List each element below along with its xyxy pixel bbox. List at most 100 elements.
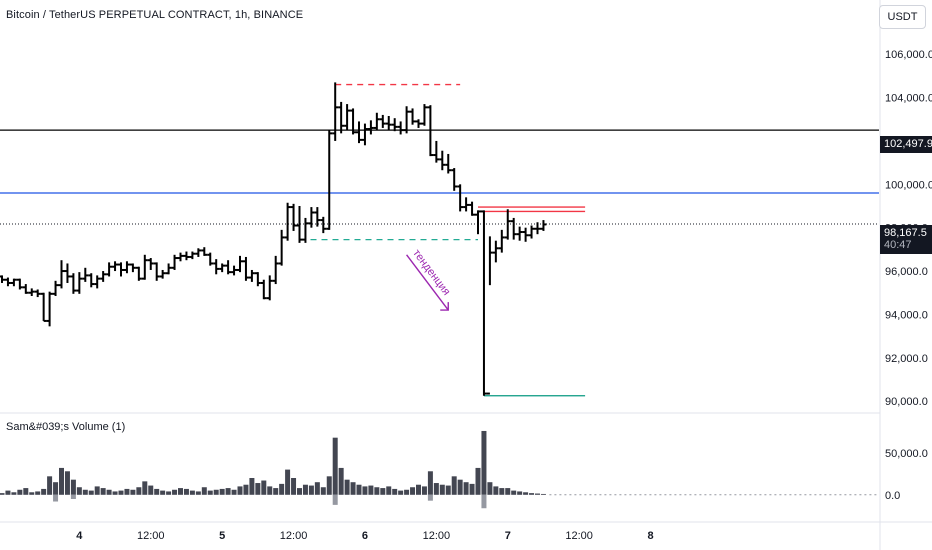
- volume-bar: [201, 487, 207, 495]
- volume-bar: [35, 491, 41, 495]
- ohlc-bar: [248, 269, 255, 282]
- ohlc-bar: [34, 289, 41, 298]
- ohlc-bar: [266, 275, 273, 301]
- currency-button[interactable]: USDT: [879, 5, 926, 29]
- volume-bar: [0, 493, 5, 495]
- price-tick-label: 92,000.0: [885, 353, 928, 365]
- ohlc-bar: [64, 263, 71, 283]
- volume-bar-negative: [70, 494, 76, 499]
- ohlc-bar: [195, 248, 202, 257]
- volume-bar: [540, 493, 546, 495]
- volume-pane[interactable]: [0, 430, 879, 509]
- volume-bar: [356, 484, 362, 495]
- ohlc-bar: [4, 277, 11, 287]
- volume-bar: [219, 488, 225, 495]
- ohlc-bar: [272, 255, 279, 285]
- ohlc-bar: [522, 227, 529, 242]
- ohlc-bar: [231, 265, 238, 276]
- ohlc-bar: [320, 216, 327, 234]
- volume-bar: [416, 484, 421, 495]
- symbol-title: Bitcoin / TetherUS PERPETUAL CONTRACT, 1…: [6, 9, 304, 21]
- volume-bar: [273, 488, 279, 495]
- volume-bar-negative: [53, 494, 59, 502]
- ohlc-bar: [40, 292, 47, 322]
- price-tick-label: 100,000.0: [885, 179, 932, 191]
- ohlc-bar: [403, 106, 410, 134]
- ohlc-bar: [463, 197, 470, 212]
- ohlc-bar: [225, 260, 232, 275]
- volume-bar: [344, 479, 350, 495]
- volume-bar: [386, 486, 392, 495]
- volume-bar: [368, 485, 374, 495]
- ohlc-bar: [76, 272, 83, 294]
- ohlc-bar: [308, 207, 315, 228]
- time-tick-label: 12:00: [137, 530, 165, 542]
- time-tick-label: 7: [505, 530, 511, 542]
- price-tick-label: 104,000.0: [885, 93, 932, 105]
- ohlc-bar: [528, 225, 535, 239]
- last-price-tag: 98,167.5 40:47: [880, 225, 932, 254]
- ohlc-bar: [183, 251, 190, 261]
- ohlc-bar: [516, 226, 523, 241]
- trend-arrow: [406, 254, 449, 311]
- volume-bar: [213, 489, 219, 495]
- time-tick-label: 8: [647, 530, 653, 542]
- volume-bar: [82, 489, 88, 495]
- ohlc-bar: [439, 150, 446, 171]
- ohlc-bar: [70, 273, 77, 294]
- price-pane[interactable]: тенденция: [0, 82, 879, 397]
- ohlc-bar: [427, 105, 434, 157]
- volume-indicator-title[interactable]: Sam&#039;s Volume (1): [6, 421, 126, 433]
- volume-bar: [421, 486, 427, 495]
- ohlc-bar: [540, 220, 547, 231]
- volume-bar: [189, 490, 195, 495]
- volume-bar: [475, 467, 481, 495]
- time-tick-label: 12:00: [280, 530, 308, 542]
- time-tick-label: 5: [219, 530, 225, 542]
- ohlc-bar: [290, 203, 297, 231]
- volume-bar: [523, 492, 529, 495]
- volume-bar: [350, 482, 356, 495]
- volume-bar: [142, 481, 148, 495]
- volume-bar: [499, 488, 505, 495]
- ohlc-bar: [22, 284, 29, 294]
- volume-bar: [338, 467, 344, 495]
- volume-bar: [481, 430, 487, 495]
- ohlc-bar: [356, 121, 362, 144]
- volume-bar: [166, 491, 172, 495]
- ohlc-bar: [278, 229, 285, 266]
- volume-bar: [374, 487, 380, 495]
- ohlc-bar: [344, 104, 351, 131]
- time-tick-label: 12:00: [565, 530, 593, 542]
- volume-bar: [410, 487, 416, 495]
- ohlc-bar: [28, 288, 35, 296]
- volume-bar: [243, 484, 249, 495]
- volume-bar: [439, 484, 445, 495]
- volume-bar: [47, 476, 53, 495]
- volume-bar: [17, 489, 23, 495]
- price-tick-label: 94,000.0: [885, 309, 928, 321]
- ohlc-bar: [58, 260, 65, 289]
- volume-bar: [261, 480, 267, 495]
- volume-bar: [392, 488, 398, 495]
- volume-bar: [511, 490, 517, 495]
- ohlc-bar: [433, 140, 440, 163]
- ohlc-bar: [332, 82, 339, 141]
- ohlc-bar: [510, 217, 517, 240]
- ohlc-bar: [397, 121, 404, 135]
- ohlc-bar: [165, 263, 172, 275]
- volume-bar: [178, 488, 183, 495]
- volume-bar: [112, 491, 118, 495]
- volume-bar: [505, 488, 511, 495]
- volume-bar: [493, 486, 499, 495]
- volume-bar: [231, 489, 237, 495]
- ohlc-bar: [326, 130, 333, 230]
- ohlc-bar: [201, 247, 208, 256]
- ohlc-bar: [10, 278, 17, 287]
- volume-bar: [76, 487, 82, 495]
- ohlc-bar: [296, 206, 303, 243]
- ohlc-bar: [94, 275, 101, 289]
- volume-bar: [469, 483, 475, 495]
